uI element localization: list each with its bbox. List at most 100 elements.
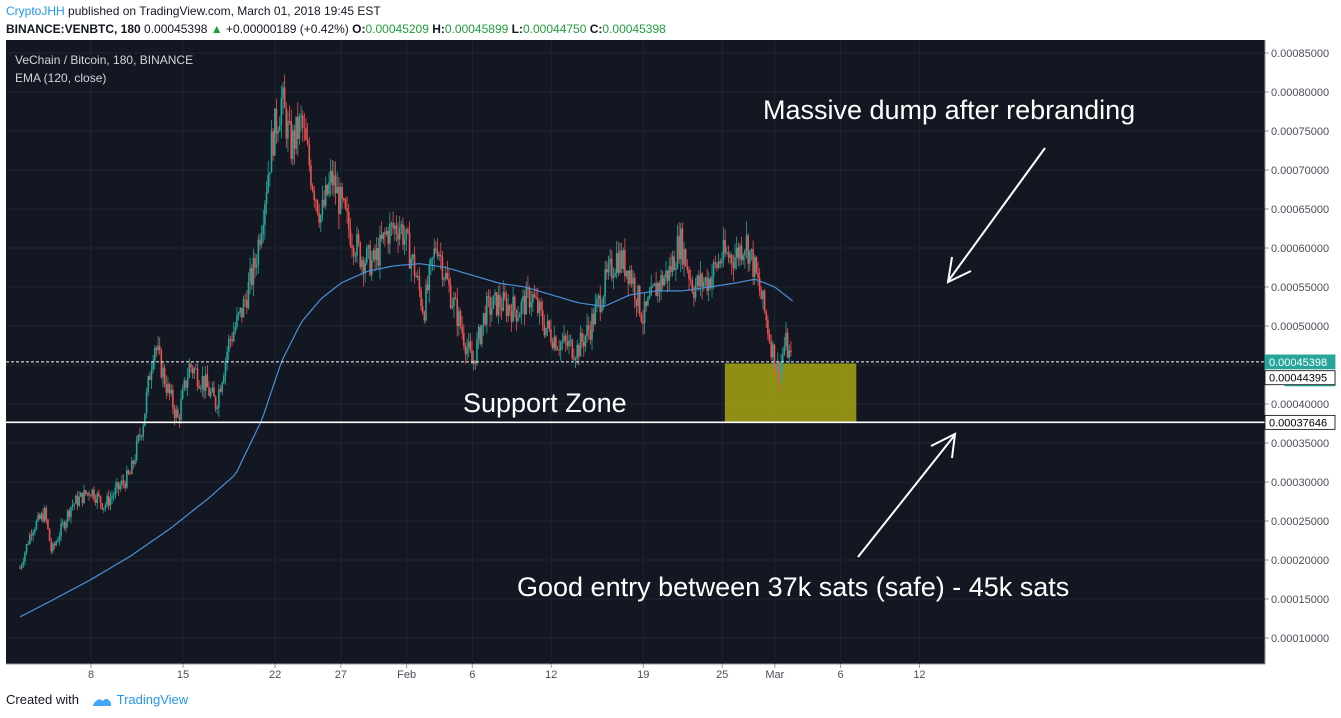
candle-body <box>333 175 335 186</box>
candle-body <box>727 252 730 258</box>
candle-body <box>249 268 251 283</box>
candle-body <box>430 258 432 266</box>
candle-body <box>576 345 579 359</box>
time-tick-label: 15 <box>177 669 189 681</box>
candle-body <box>147 376 150 393</box>
candle-body <box>490 308 493 315</box>
candle-body <box>579 332 582 357</box>
candle-body <box>617 253 620 273</box>
candle-body <box>515 309 518 321</box>
candle-body <box>499 294 501 308</box>
candle-body <box>679 228 682 259</box>
candle-body <box>75 495 77 504</box>
candle-body <box>257 239 260 265</box>
candle-body <box>676 236 679 269</box>
candle-body <box>250 268 253 285</box>
candle-body <box>290 121 293 159</box>
price-chart[interactable]: 0.00085000 0.00080000 0.00075000 0.00070000… <box>6 40 1336 685</box>
candle-body <box>323 199 325 206</box>
candle-body <box>239 307 242 313</box>
candle-body <box>622 250 625 269</box>
candle-body <box>535 297 537 299</box>
candle-body <box>214 396 217 409</box>
candle-body <box>301 115 304 128</box>
low-label: L: <box>511 22 523 36</box>
author-link[interactable]: CryptoJHH <box>6 4 65 18</box>
candle-body <box>144 413 146 427</box>
candle-body <box>60 523 62 537</box>
candle-body <box>735 247 738 258</box>
candle-body <box>390 223 393 225</box>
candle-body <box>132 460 135 464</box>
candle-body <box>273 108 276 156</box>
price-label-box <box>1264 370 1336 386</box>
candle-body <box>134 459 136 464</box>
candle-body <box>767 320 769 335</box>
candle-body <box>30 534 33 536</box>
candle-body <box>525 287 528 315</box>
candle-body <box>431 257 434 259</box>
candle-body <box>592 313 595 325</box>
candle-body <box>310 165 312 187</box>
candle-body <box>443 278 445 280</box>
candle-body <box>448 279 450 285</box>
candle-body <box>745 235 748 251</box>
candle-body <box>255 264 258 268</box>
candle-body <box>494 292 496 296</box>
candle-body <box>55 541 57 546</box>
candle-body <box>453 297 455 307</box>
tradingview-link[interactable]: TradingView <box>116 692 189 707</box>
plot-background <box>6 40 1265 664</box>
price-tick-label: 0.00040000 <box>1271 399 1329 411</box>
candle-body <box>652 285 654 287</box>
candle-body <box>76 495 79 506</box>
candle-body <box>739 245 741 259</box>
candle-body <box>574 358 577 360</box>
candle-body <box>604 269 606 297</box>
candle-body <box>367 245 370 248</box>
candle-body <box>653 283 656 286</box>
candle-body <box>463 332 465 346</box>
candle-body <box>755 257 758 273</box>
candle-body <box>505 298 508 316</box>
candle-body <box>477 326 480 339</box>
candle-body <box>19 567 21 569</box>
candle-body <box>597 295 600 299</box>
time-axis-background <box>6 664 1265 685</box>
tradingview-logo-icon[interactable] <box>91 694 113 708</box>
candle-body <box>740 245 743 261</box>
candle-body <box>165 384 168 393</box>
candle-body <box>384 232 386 235</box>
price-tick-label: 0.00080000 <box>1271 87 1329 99</box>
candle-body <box>359 242 362 268</box>
candle-body <box>377 248 380 266</box>
price-tick-label: 0.00010000 <box>1271 633 1329 645</box>
candle-body <box>647 298 649 306</box>
candle-body <box>439 254 442 257</box>
candle-body <box>63 522 66 529</box>
candle-body <box>86 492 89 495</box>
candle-body <box>326 184 329 195</box>
candle-body <box>315 199 317 201</box>
candle-body <box>416 276 419 278</box>
candle-body <box>461 326 463 333</box>
candle-body <box>474 360 477 364</box>
candle-body <box>106 495 108 505</box>
candle-body <box>495 292 498 316</box>
support-zone-box[interactable] <box>724 363 857 423</box>
candle-body <box>479 326 482 344</box>
candle-body <box>591 313 593 340</box>
price-tick-label: 0.00035000 <box>1271 438 1329 450</box>
candle-body <box>53 543 56 546</box>
candle-body <box>338 186 340 214</box>
candle-body <box>469 341 472 351</box>
candle-body <box>275 108 278 134</box>
candle-body <box>707 278 710 291</box>
arrow-down-icon <box>946 147 1046 284</box>
candle-body <box>344 199 347 209</box>
candle-body <box>209 391 212 397</box>
candle-body <box>658 283 661 291</box>
candle-body <box>702 282 705 287</box>
candle-body <box>435 248 437 251</box>
candle-body <box>282 87 284 99</box>
